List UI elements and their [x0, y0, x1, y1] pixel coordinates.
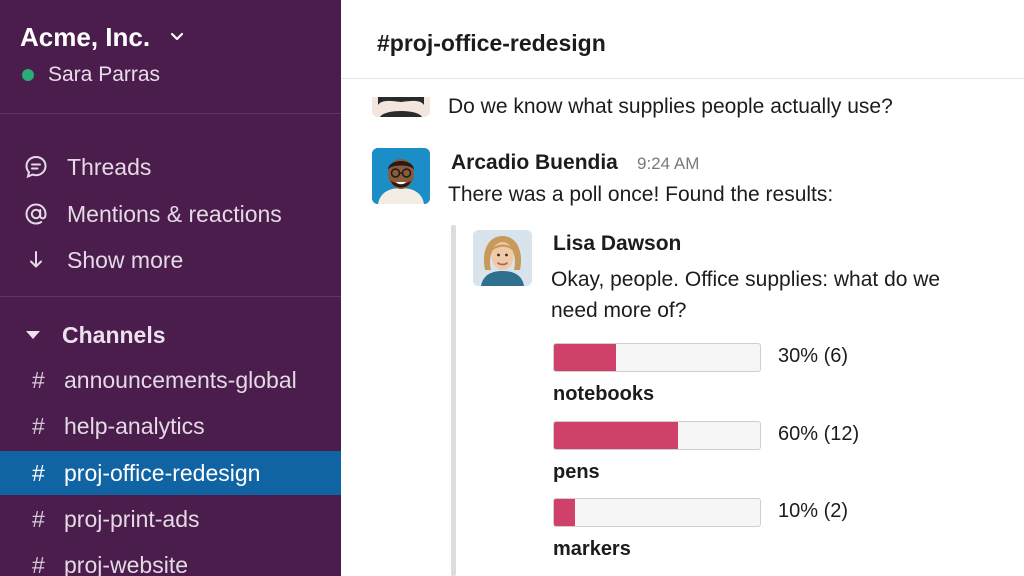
message-sender[interactable]: Arcadio Buendia: [451, 151, 618, 174]
message-text: There was a poll once! Found the results…: [448, 183, 834, 206]
channel-name: proj-website: [64, 551, 188, 576]
sidebar-item-threads[interactable]: Threads: [22, 149, 151, 185]
arrow-down-icon: [22, 246, 50, 274]
previous-message-avatar[interactable]: [372, 97, 430, 117]
poll-option-bar-notebooks: [553, 343, 761, 372]
sidebar-divider: [0, 113, 341, 114]
threads-icon: [22, 153, 50, 181]
sidebar-channel-proj-office-redesign[interactable]: # proj-office-redesign: [0, 451, 341, 495]
poll-author-avatar[interactable]: [473, 230, 532, 286]
sidebar-divider: [0, 296, 341, 297]
poll-result: 10% (2): [778, 500, 849, 522]
sidebar-item-label: Show more: [67, 246, 184, 273]
sidebar-channel-proj-website[interactable]: # proj-website: [0, 543, 341, 576]
poll-author[interactable]: Lisa Dawson: [553, 232, 682, 255]
poll-option-label: notebooks: [553, 383, 655, 405]
poll-bar-fill: [554, 499, 575, 526]
hash-icon: #: [32, 412, 45, 439]
message-pane: #proj-office-redesign Do we know what su…: [341, 0, 1024, 576]
presence-dot-icon: [22, 69, 34, 81]
poll-result: 30% (6): [778, 345, 849, 367]
user-status[interactable]: Sara Parras: [22, 63, 160, 87]
sidebar: Acme, Inc. Sara Parras Threads Mentions …: [0, 0, 341, 576]
poll-question: Okay, people. Office supplies: what do w…: [551, 268, 941, 322]
sidebar-channel-announcements-global[interactable]: # announcements-global: [0, 358, 341, 402]
channel-name: announcements-global: [64, 366, 297, 393]
sidebar-item-label: Threads: [67, 153, 152, 180]
caret-down-icon: [22, 324, 44, 346]
hash-icon: #: [32, 505, 45, 532]
message-timestamp[interactable]: 9:24 AM: [637, 154, 700, 173]
channels-header-label: Channels: [62, 321, 166, 348]
header-divider: [341, 78, 1024, 79]
channel-title[interactable]: #proj-office-redesign: [377, 30, 606, 56]
hash-icon: #: [32, 551, 45, 576]
at-sign-icon: [22, 200, 50, 228]
user-name: Sara Parras: [48, 63, 161, 86]
channels-section-header[interactable]: Channels: [22, 318, 166, 352]
poll-option-bar-pens: [553, 421, 761, 450]
chevron-down-icon[interactable]: [168, 30, 186, 44]
workspace-name[interactable]: Acme, Inc.: [20, 22, 151, 52]
hash-icon: #: [32, 366, 45, 393]
poll-option-bar-markers: [553, 498, 761, 527]
attachment-quote-bar: [451, 225, 456, 576]
channel-name: help-analytics: [64, 412, 205, 439]
hash-icon: #: [32, 459, 45, 486]
sidebar-item-mentions[interactable]: Mentions & reactions: [22, 196, 282, 232]
previous-message-text: Do we know what supplies people actually…: [448, 95, 893, 118]
poll-option-label: markers: [553, 538, 631, 560]
sender-avatar[interactable]: [372, 148, 430, 204]
poll-bar-fill: [554, 344, 616, 371]
poll-result: 60% (12): [778, 423, 860, 445]
sidebar-channel-help-analytics[interactable]: # help-analytics: [0, 404, 341, 448]
channel-name: proj-office-redesign: [64, 459, 261, 486]
sidebar-channel-proj-print-ads[interactable]: # proj-print-ads: [0, 497, 341, 541]
sidebar-item-label: Mentions & reactions: [67, 200, 282, 227]
poll-bar-fill: [554, 422, 678, 449]
poll-option-label: pens: [553, 461, 600, 483]
channel-name: proj-print-ads: [64, 505, 200, 532]
sidebar-item-show-more[interactable]: Show more: [22, 242, 183, 278]
